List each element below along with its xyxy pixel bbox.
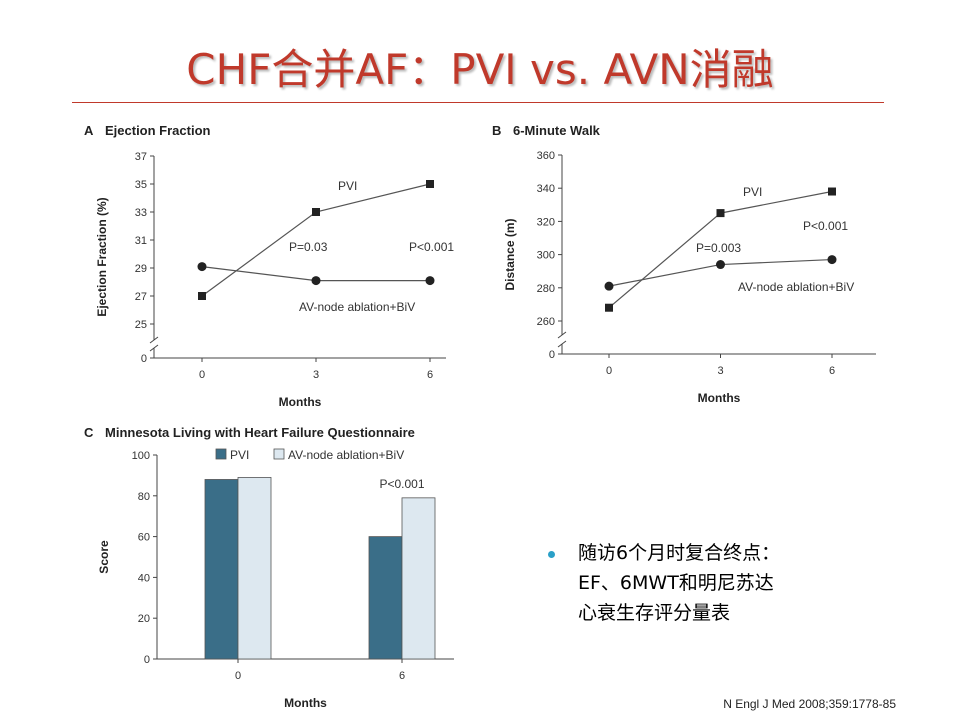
y-tick-label: 33: [135, 207, 147, 219]
data-point-circle: [311, 276, 321, 286]
data-point-circle: [716, 260, 725, 270]
series-label-pvi: PVI: [743, 185, 762, 199]
y-axis-label: Score: [97, 540, 111, 574]
bullet-dot-icon: [548, 551, 555, 558]
data-point-circle: [425, 276, 435, 286]
y-tick-label: 300: [537, 250, 555, 262]
data-point-circle: [197, 262, 207, 272]
y-tick-label: 280: [537, 283, 555, 295]
panel-c-minnesota-questionnaire: C Minnesota Living with Heart Failure Que…: [84, 418, 464, 718]
y-tick-label: 0: [549, 349, 555, 361]
y-axis-label: Ejection Fraction (%): [95, 197, 109, 316]
chart-c-svg: C Minnesota Living with Heart Failure Que…: [84, 425, 454, 710]
x-tick-label: 6: [399, 670, 405, 682]
axis-break-mark: [557, 331, 567, 339]
data-point-circle: [827, 255, 837, 265]
data-point-square: [426, 180, 434, 188]
bullet-line-3: 心衰生存评分量表: [578, 602, 731, 624]
legend-label-av: AV-node ablation+BiV: [288, 448, 404, 462]
legend-label-pvi: PVI: [230, 448, 249, 462]
x-axis-label: Months: [284, 696, 327, 710]
y-tick-label: 29: [135, 263, 147, 275]
y-tick-label: 20: [138, 613, 150, 625]
y-tick-label: 35: [135, 179, 147, 191]
y-tick-label: 0: [141, 353, 147, 365]
y-axis-label: Distance (m): [503, 218, 517, 290]
data-point-circle: [604, 281, 614, 291]
chart-title: 6-Minute Walk: [513, 123, 601, 138]
y-tick-label: 25: [135, 319, 147, 331]
title-divider: [72, 102, 884, 103]
bar: [368, 536, 403, 660]
x-axis-label: Months: [279, 395, 322, 409]
bar: [204, 479, 239, 660]
axis-break-mark: [557, 340, 567, 348]
data-point-square: [312, 208, 320, 216]
y-tick-label: 320: [537, 216, 555, 228]
data-point-square: [716, 209, 725, 218]
y-tick-label: 31: [135, 235, 147, 247]
p-value-annotation: P<0.001: [803, 219, 848, 233]
panel-b-six-minute-walk: B 6-Minute Walk 0 260 280 300 320 340 360 0 3 6 Mont…: [492, 118, 892, 414]
bar: [401, 497, 436, 660]
x-axis-label: Months: [698, 391, 741, 405]
axis-break-mark: [149, 344, 159, 352]
panel-a-ejection-fraction: A Ejection Fraction 0 25 27 29 31 33 35 37 0 3 6 Mont…: [84, 118, 464, 418]
y-tick-label: 0: [144, 654, 150, 666]
x-tick-label: 0: [606, 365, 612, 377]
chart-title: Minnesota Living with Heart Failure Ques…: [105, 425, 415, 440]
data-point-square: [605, 303, 613, 312]
y-tick-label: 27: [135, 291, 147, 303]
y-tick-label: 40: [138, 572, 150, 584]
series-label-av: AV-node ablation+BiV: [299, 300, 415, 314]
y-tick-label: 260: [537, 316, 555, 328]
x-tick-label: 6: [427, 369, 433, 381]
p-value-annotation: P<0.001: [409, 240, 454, 254]
legend-swatch-av: [273, 448, 285, 460]
y-tick-label: 360: [537, 150, 555, 162]
chart-b-svg: B 6-Minute Walk 0 260 280 300 320 340 360 0 3 6 Mont…: [492, 123, 876, 405]
panel-letter: A: [84, 123, 94, 138]
bullet-line-2: EF、6MWT和明尼苏达: [578, 572, 774, 594]
bar: [237, 477, 272, 660]
x-tick-label: 0: [199, 369, 205, 381]
series-label-pvi: PVI: [338, 179, 357, 193]
y-tick-label: 60: [138, 532, 150, 544]
y-tick-label: 100: [132, 450, 150, 462]
legend-swatch-pvi: [215, 448, 227, 460]
y-tick-label: 80: [138, 491, 150, 503]
y-tick-label: 37: [135, 151, 147, 163]
axis-break-mark: [149, 336, 159, 344]
x-tick-label: 6: [829, 365, 835, 377]
bullet-point: 随访6个月时复合终点： EF、6MWT和明尼苏达 心衰生存评分量表: [548, 538, 908, 628]
slide-title: CHF合并AF：PVI vs. AVN消融: [186, 45, 774, 94]
y-tick-label: 340: [537, 183, 555, 195]
data-point-square: [198, 292, 206, 300]
chart-title: Ejection Fraction: [105, 123, 211, 138]
x-tick-label: 3: [313, 369, 319, 381]
x-tick-label: 0: [235, 670, 241, 682]
p-value-annotation: P<0.001: [379, 477, 424, 491]
series-label-av: AV-node ablation+BiV: [738, 280, 854, 294]
p-value-annotation: P=0.03: [289, 240, 328, 254]
panel-letter: B: [492, 123, 501, 138]
p-value-annotation: P=0.003: [696, 241, 741, 255]
chart-a-svg: A Ejection Fraction 0 25 27 29 31 33 35 37 0 3 6 Mont…: [84, 123, 454, 409]
panel-letter: C: [84, 425, 94, 440]
citation: N Engl J Med 2008;359:1778-85: [723, 697, 896, 711]
x-tick-label: 3: [717, 365, 723, 377]
bullet-line-1: 随访6个月时复合终点：: [578, 542, 781, 564]
data-point-square: [828, 187, 836, 196]
